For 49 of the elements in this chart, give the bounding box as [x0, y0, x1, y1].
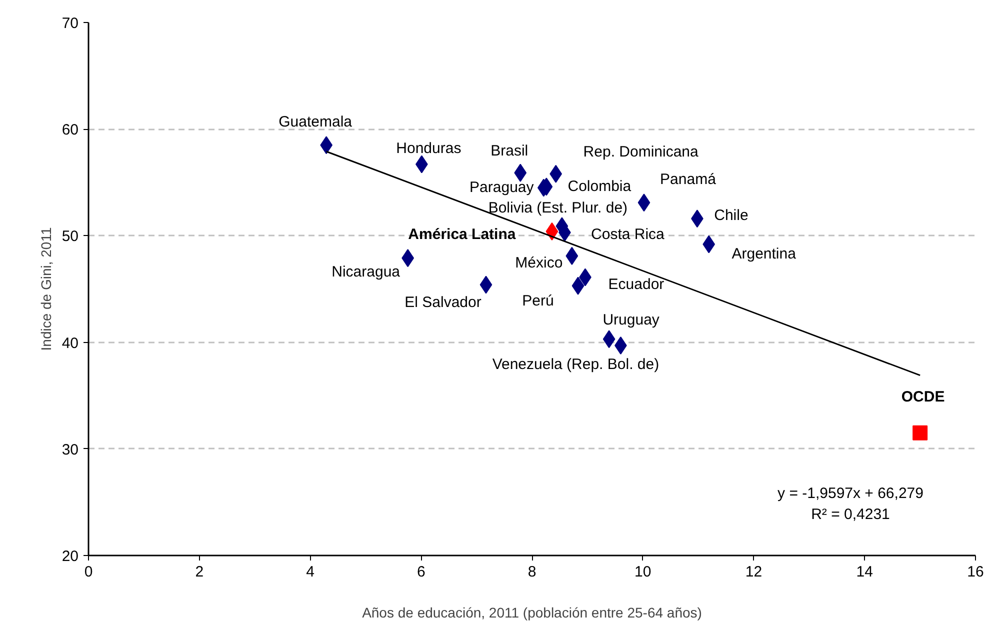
- y-tick-label: 70: [62, 15, 79, 32]
- annotation: Venezuela (Rep. Bol. de): [492, 356, 660, 373]
- annotation: Ecuador: [608, 276, 664, 293]
- annotation: Chile: [714, 207, 748, 224]
- point: [912, 425, 928, 440]
- annotation: Argentina: [732, 246, 797, 263]
- annotation: Perú: [522, 292, 554, 310]
- point: [566, 246, 578, 265]
- y-tick-label: 20: [62, 548, 79, 565]
- annotation: Paraguay: [470, 179, 534, 196]
- y-tick-label: 50: [62, 228, 79, 246]
- x-tick-label: 16: [967, 564, 984, 580]
- annotation: Honduras: [396, 140, 462, 157]
- y-tick-label: 30: [62, 441, 79, 458]
- y-tick-label: 60: [62, 122, 79, 139]
- series-label: OCDE: [901, 388, 945, 406]
- annotation: Costa Rica: [591, 226, 666, 243]
- x-axis-title: Años de educación, 2011 (población entre 25-64 años): [362, 604, 702, 620]
- point: [602, 330, 616, 348]
- text: América Latina: [408, 226, 516, 243]
- annotation: y = -1,9597x + 66,279: [778, 485, 924, 502]
- point: [550, 164, 562, 183]
- annotation: Nicaragua: [332, 264, 401, 281]
- x-tick-label: 0: [84, 564, 93, 580]
- x-tick-label: 14: [856, 564, 873, 580]
- annotation: México: [515, 254, 563, 272]
- x-tick-label: 10: [634, 564, 652, 580]
- annotation: R² = 0,4231: [811, 506, 890, 523]
- point: [546, 222, 558, 240]
- x-tick-label: 8: [528, 564, 536, 580]
- y-tick-label: 40: [62, 334, 79, 352]
- point: [514, 164, 527, 182]
- y-axis-title: Indice de Gini, 2011: [38, 227, 54, 351]
- annotation: Brasil: [490, 142, 528, 160]
- x-tick-label: 4: [306, 564, 314, 580]
- annotation: Panamá: [660, 171, 717, 188]
- point: [638, 194, 650, 212]
- annotation: Rep. Dominicana: [583, 143, 700, 160]
- annotation: El Salvador: [404, 294, 482, 312]
- annotation: Bolivia (Est. Plur. de): [488, 200, 628, 217]
- point: [572, 276, 584, 295]
- annotation: Guatemala: [278, 114, 353, 131]
- x-tick-label: 12: [745, 564, 762, 580]
- annotation: Uruguay: [602, 312, 660, 329]
- point: [480, 276, 492, 294]
- annotation: Colombia: [568, 178, 632, 196]
- x-tick-label: 6: [416, 564, 426, 580]
- point: [702, 235, 716, 254]
- x-tick-label: 2: [195, 564, 204, 580]
